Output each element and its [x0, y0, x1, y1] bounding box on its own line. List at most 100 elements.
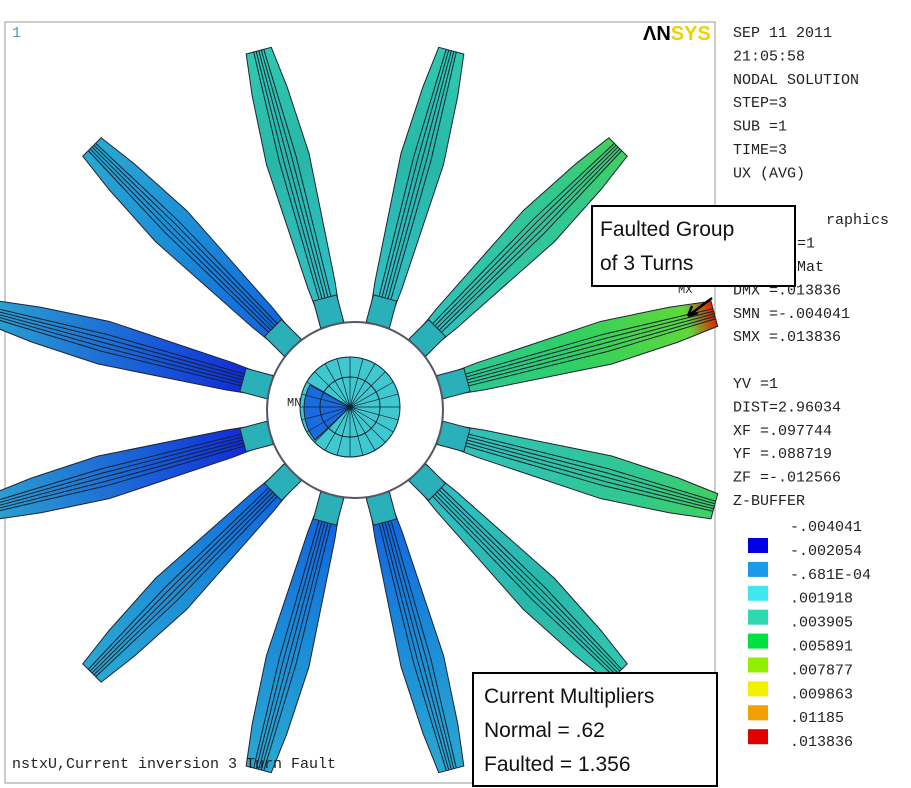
leg-turn — [89, 148, 276, 335]
legend-swatch — [748, 561, 768, 577]
info-fragment: raphics — [826, 212, 889, 229]
leg-turn — [93, 489, 280, 676]
legend: -.004041 -.002054 -.681E-04 .001918 .003905.… — [748, 519, 871, 751]
leg-turn — [385, 51, 455, 305]
legend-label: .01185 — [790, 710, 844, 727]
leg-turn — [461, 437, 715, 507]
hub-spoke — [349, 371, 386, 408]
info-line: SUB =1 — [733, 119, 787, 136]
leg-turn — [0, 443, 251, 512]
leg-turn — [260, 516, 330, 771]
leg-turn — [377, 517, 447, 771]
coil-leg — [245, 46, 345, 329]
coil-leg — [365, 491, 465, 774]
info-line: YV =1 — [733, 376, 778, 393]
leg-turn — [93, 144, 280, 331]
legend-label: .005891 — [790, 639, 853, 656]
coil-model — [0, 46, 719, 774]
leg-turn — [87, 483, 274, 670]
coil-leg — [408, 137, 628, 357]
leg-turn — [0, 308, 251, 377]
legend-swatch — [748, 657, 768, 673]
hub-spoke — [349, 381, 394, 408]
callout-text: Current Multipliers — [484, 685, 654, 708]
coil-leg — [0, 300, 274, 400]
hub-spoke — [349, 406, 386, 443]
hub-spoke — [349, 406, 394, 433]
legend-swatch — [748, 729, 768, 745]
info-line: SMX =.013836 — [733, 329, 841, 346]
callout-text: Normal = .62 — [484, 719, 605, 742]
leg-turn — [428, 491, 615, 678]
hub-spoke — [349, 393, 399, 408]
info-line: NODAL SOLUTION — [733, 72, 859, 89]
hub-spoke — [349, 363, 376, 408]
leg-turn — [253, 514, 322, 769]
hub-spoke — [314, 406, 351, 443]
leg-turn — [436, 150, 623, 337]
leg-turn — [253, 51, 322, 306]
info-line: ZF =-.012566 — [733, 470, 841, 487]
legend-swatch — [748, 705, 768, 721]
leg-turn — [430, 144, 617, 331]
hub-spoke — [349, 406, 376, 451]
info-line: Z-BUFFER — [733, 493, 805, 510]
logo: ΛNSYS — [643, 23, 711, 45]
leg-turn — [255, 515, 325, 769]
leg-turn — [91, 487, 278, 674]
leg-turn — [91, 146, 278, 333]
caption: nstxU,Current inversion 3 Turn Fault — [12, 756, 336, 773]
leg-turn — [388, 514, 457, 769]
min-label: MN — [287, 396, 301, 410]
hub-spoke — [306, 381, 351, 408]
leg-turn — [258, 50, 328, 304]
leg-turn — [260, 49, 330, 304]
legend-label: .013836 — [790, 734, 853, 751]
legend-label: .001918 — [790, 591, 853, 608]
leg-turn — [436, 483, 623, 670]
leg-turn — [462, 318, 716, 388]
callout-box — [591, 205, 796, 287]
leg-turn — [385, 515, 455, 769]
hub-spoke — [324, 363, 351, 408]
leg-turn — [0, 313, 249, 383]
leg-turn — [430, 489, 617, 676]
legend-swatch — [748, 538, 768, 553]
legend-label: -.681E-04 — [790, 567, 871, 584]
leg-turn — [95, 491, 282, 678]
leg-turn — [0, 310, 250, 380]
leg-turn — [87, 150, 274, 337]
leg-turn — [258, 516, 328, 770]
info-fragment: =1 — [797, 236, 815, 253]
coil-leg — [436, 420, 719, 520]
callout-text: Faulted Group — [600, 218, 734, 241]
logo-dark: ΛN — [643, 23, 671, 45]
leg-turn — [461, 435, 716, 505]
leg-turn — [432, 487, 619, 674]
leg-turn — [377, 49, 447, 303]
hub-low — [303, 384, 351, 441]
info-line: XF =.097744 — [733, 423, 832, 440]
leg-turn — [263, 49, 333, 303]
leg-turn — [380, 49, 450, 304]
leg-turn — [263, 517, 333, 771]
legend-swatch — [748, 585, 768, 601]
leg-turn — [89, 485, 276, 672]
hub-spoke — [336, 358, 351, 408]
leg-turn — [462, 432, 716, 502]
hub-spoke — [349, 406, 364, 456]
leg-turn — [434, 148, 621, 335]
legend-label: .007877 — [790, 662, 853, 679]
legend-label: .003905 — [790, 615, 853, 632]
info-line: TIME=3 — [733, 142, 787, 159]
coil-leg — [245, 491, 345, 774]
leg-turn — [0, 318, 248, 388]
leg-turn — [382, 50, 452, 304]
leg-turn — [460, 440, 714, 510]
legend-label: -.002054 — [790, 543, 862, 560]
hub-spoke — [336, 406, 351, 456]
leg-turn — [380, 516, 450, 771]
leg-turn — [459, 443, 714, 512]
leg-turn — [0, 432, 248, 502]
